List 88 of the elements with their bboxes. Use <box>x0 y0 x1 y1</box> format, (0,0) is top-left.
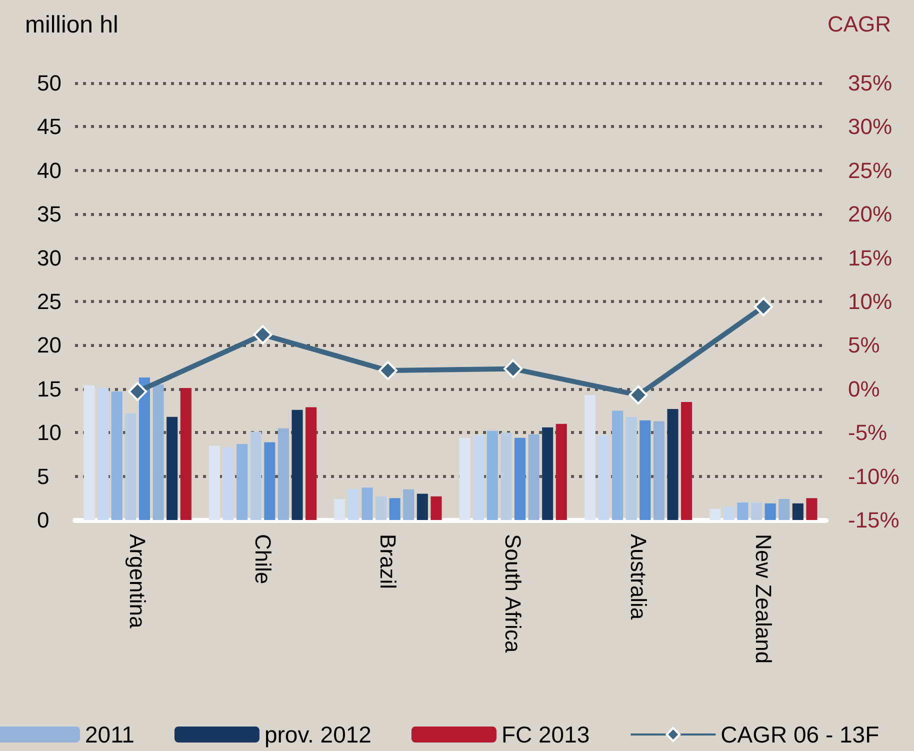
y-axis-title: million hl <box>25 12 118 38</box>
bar <box>459 438 470 520</box>
legend-label: prov. 2012 <box>264 722 372 748</box>
point <box>253 325 272 344</box>
y2-tick-label: 20% <box>848 202 892 227</box>
bar <box>348 489 359 520</box>
y-tick-label: 50 <box>37 70 62 96</box>
y-tick-label: 10 <box>37 420 62 446</box>
point <box>128 382 148 402</box>
y-tick-label: 5 <box>37 464 50 489</box>
bar <box>152 384 164 520</box>
bar <box>792 503 804 520</box>
bar <box>125 413 136 520</box>
x-tick-label: New Zealand <box>750 534 776 664</box>
bar <box>292 410 303 520</box>
bar <box>306 407 317 520</box>
bar <box>98 388 109 520</box>
legend-label: CAGR 06 - 13F <box>720 722 880 748</box>
y-tick-label: 0 <box>37 508 50 532</box>
point <box>378 361 398 380</box>
y2-tick-label: 25% <box>848 158 892 183</box>
bar <box>166 416 178 520</box>
legend-label: FC 2013 <box>501 722 590 748</box>
bar <box>222 447 234 520</box>
bar <box>764 503 776 520</box>
bar <box>111 392 122 520</box>
y2-tick-label: -10% <box>848 464 900 489</box>
bar <box>403 489 414 520</box>
y-tick-label: 35 <box>37 202 62 227</box>
bar <box>264 442 276 520</box>
bar <box>278 428 289 520</box>
legend-label: 2011 <box>85 722 134 748</box>
bar <box>556 424 567 520</box>
bar <box>473 435 484 520</box>
y2-axis-title: CAGR <box>827 12 891 36</box>
bar <box>750 502 762 520</box>
bar <box>626 416 637 520</box>
point <box>628 386 648 405</box>
bar <box>430 496 442 520</box>
y-tick-label: 40 <box>37 158 62 183</box>
bar <box>681 402 692 520</box>
y-tick-label: 20 <box>37 332 62 358</box>
bar <box>486 430 498 520</box>
bar <box>389 498 400 520</box>
bar <box>612 410 624 520</box>
bar <box>710 508 721 520</box>
bar <box>806 498 818 520</box>
bar <box>598 435 610 520</box>
x-tick-label: Argentina <box>125 534 150 629</box>
bar <box>528 434 540 520</box>
bar <box>236 444 248 520</box>
bar <box>362 488 373 520</box>
bar <box>416 494 428 520</box>
bar <box>250 432 262 520</box>
bar <box>723 506 734 520</box>
bar <box>778 499 790 520</box>
bar <box>640 420 651 520</box>
bar <box>375 496 387 520</box>
y-tick-label: 45 <box>37 114 62 140</box>
y2-tick-label: 30% <box>848 114 892 140</box>
bar <box>542 427 554 520</box>
x-tick-label: Brazil <box>375 534 400 590</box>
x-tick-label: South Africa <box>500 534 526 654</box>
bar <box>584 395 596 520</box>
point <box>504 359 523 378</box>
bar <box>334 499 346 520</box>
y2-tick-label: 35% <box>848 70 892 96</box>
y-tick-label: 25 <box>37 289 62 314</box>
y2-tick-label: 10% <box>848 289 892 314</box>
bar <box>500 432 512 520</box>
x-tick-label: Chile <box>250 534 276 584</box>
y2-tick-label: 15% <box>848 245 892 270</box>
bar <box>667 409 678 520</box>
y2-tick-label: -5% <box>848 420 888 446</box>
bar <box>514 438 526 520</box>
point <box>754 297 773 316</box>
bar <box>653 421 664 520</box>
x-tick-label: Australia <box>626 534 651 620</box>
y2-tick-label: -15% <box>848 508 900 532</box>
bar <box>208 446 220 520</box>
y-tick-label: 30 <box>37 245 62 270</box>
bar <box>180 388 192 520</box>
y2-tick-label: 0% <box>848 376 880 402</box>
y-tick-label: 15 <box>37 376 62 402</box>
y2-tick-label: 5% <box>848 332 880 358</box>
bar <box>138 378 150 520</box>
bar <box>84 385 95 520</box>
bar <box>737 502 748 520</box>
